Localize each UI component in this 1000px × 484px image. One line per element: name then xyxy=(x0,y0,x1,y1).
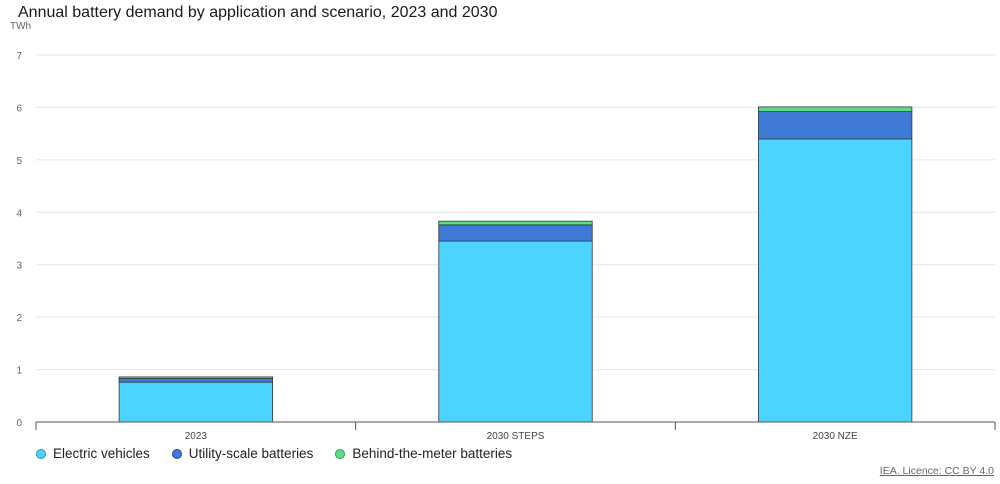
bar-segment xyxy=(438,220,593,226)
x-axis: 2023 2030 STEPS 2030 NZE xyxy=(35,421,996,442)
x-tick-label: 2023 xyxy=(185,431,208,442)
credit-link[interactable]: IEA. Licence: CC BY 4.0 xyxy=(879,465,994,477)
legend-label: Electric vehicles xyxy=(53,446,150,461)
x-tick-label: 2030 NZE xyxy=(813,431,858,442)
legend-item-electric-vehicles[interactable]: Electric vehicles xyxy=(36,446,150,461)
y-tick-label: 5 xyxy=(16,156,22,167)
bar-segment xyxy=(118,378,273,383)
bar-segment xyxy=(438,224,593,242)
y-axis-ticks: 0 1 2 3 4 5 6 7 xyxy=(16,51,22,429)
legend-label: Behind-the-meter batteries xyxy=(352,446,513,461)
bar-segment xyxy=(758,106,913,113)
bar-segment xyxy=(438,240,593,423)
y-tick-label: 2 xyxy=(16,313,22,324)
legend-item-behind-the-meter-batteries[interactable]: Behind-the-meter batteries xyxy=(335,446,512,461)
y-axis-unit-label: TWh xyxy=(10,21,32,32)
y-tick-label: 0 xyxy=(16,418,22,429)
y-tick-label: 3 xyxy=(16,261,22,272)
chart-title: Annual battery demand by application and… xyxy=(18,4,498,21)
legend-swatch xyxy=(171,448,182,459)
bars xyxy=(118,106,913,423)
y-tick-label: 7 xyxy=(16,51,22,62)
bar-segment xyxy=(118,376,273,379)
bar-segment xyxy=(118,381,273,423)
y-tick-label: 6 xyxy=(16,103,22,114)
y-tick-label: 1 xyxy=(16,366,22,377)
x-tick-label: 2030 STEPS xyxy=(487,431,545,442)
legend-label: Utility-scale batteries xyxy=(188,446,314,461)
legend-item-utility-scale-batteries[interactable]: Utility-scale batteries xyxy=(171,446,314,461)
y-tick-label: 4 xyxy=(16,208,22,219)
bar-segment xyxy=(758,111,913,140)
bar-segment xyxy=(758,138,913,423)
legend-swatch xyxy=(36,448,46,459)
legend: Electric vehicles Utility-scale batterie… xyxy=(36,446,512,461)
legend-swatch xyxy=(335,448,346,459)
